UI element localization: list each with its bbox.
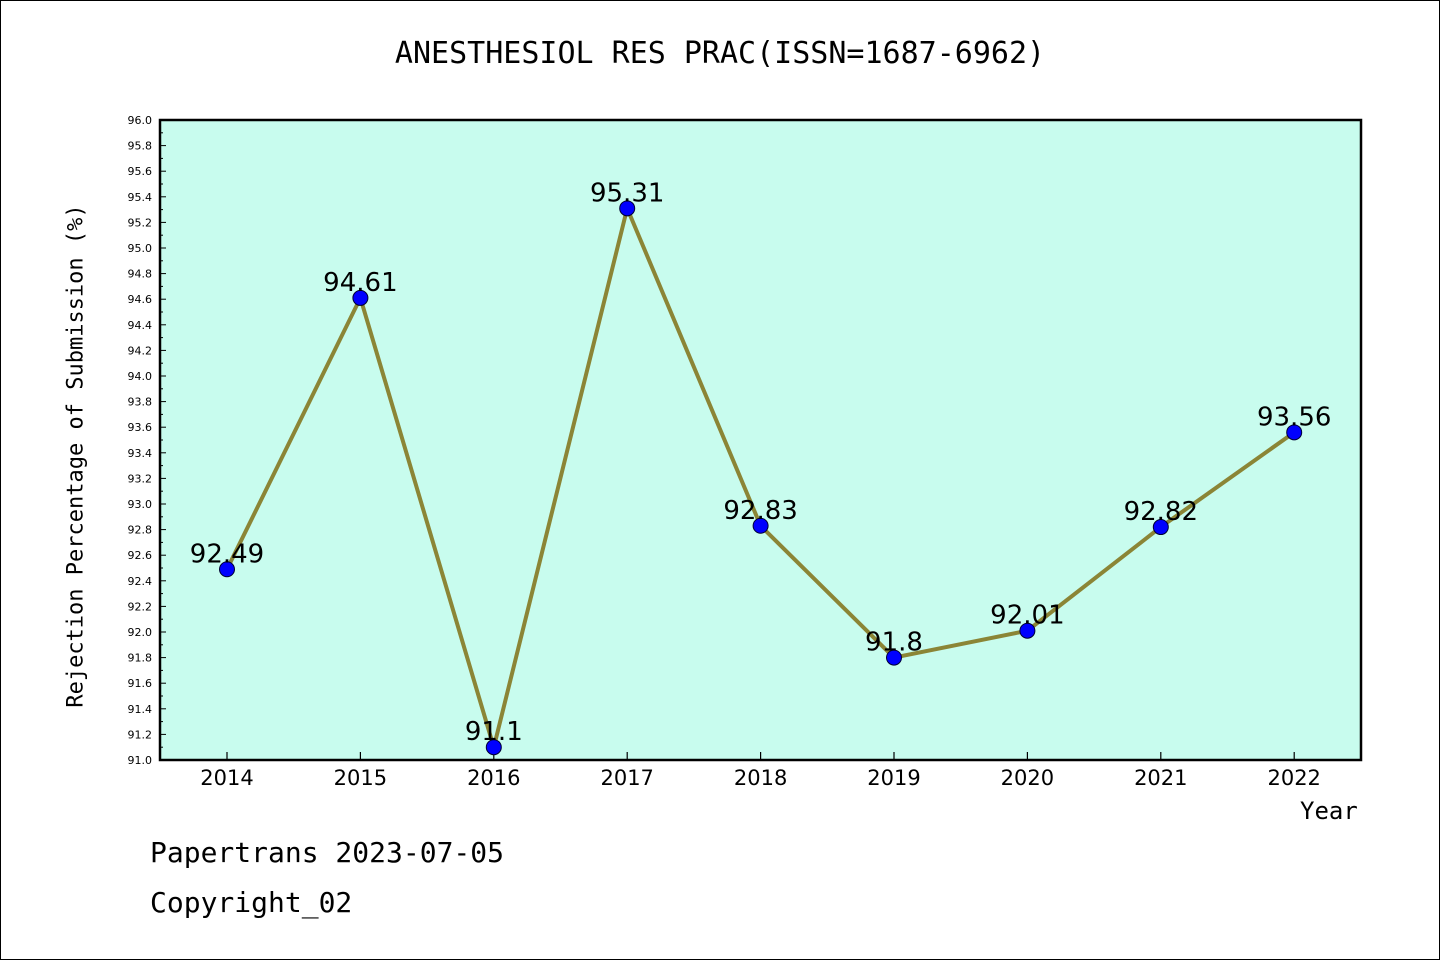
y-tick-label: 93.8 bbox=[128, 396, 153, 409]
data-label: 92.01 bbox=[990, 601, 1064, 631]
data-point bbox=[1286, 424, 1303, 441]
data-point bbox=[1152, 519, 1169, 536]
x-tick-label: 2020 bbox=[1001, 766, 1054, 790]
y-tick-label: 94.8 bbox=[128, 268, 153, 281]
y-tick-label: 91.8 bbox=[128, 652, 153, 665]
plot-border bbox=[158, 118, 1363, 762]
x-tick-label: 2019 bbox=[867, 766, 920, 790]
data-label: 93.56 bbox=[1257, 402, 1331, 432]
y-tick-label: 94.6 bbox=[128, 293, 153, 306]
x-tick-label: 2015 bbox=[334, 766, 387, 790]
data-point bbox=[219, 561, 235, 578]
data-label: 91.1 bbox=[465, 717, 523, 747]
x-tick-label: 2016 bbox=[467, 766, 520, 790]
y-tick-label: 94.4 bbox=[128, 319, 153, 332]
data-point bbox=[752, 517, 769, 534]
x-tick-label: 2017 bbox=[600, 766, 653, 790]
x-tick-label: 2018 bbox=[734, 766, 787, 790]
chart-title: ANESTHESIOL RES PRAC(ISSN=1687-6962) bbox=[394, 36, 1046, 71]
data-point bbox=[619, 200, 636, 217]
y-tick-label: 95.4 bbox=[128, 191, 153, 204]
footer-copyright: Copyright_02 bbox=[150, 886, 353, 919]
x-tick-label: 2014 bbox=[200, 766, 253, 790]
y-tick-label: 91.6 bbox=[128, 677, 153, 690]
y-tick-label: 91.0 bbox=[128, 754, 153, 767]
x-tick-label: 2021 bbox=[1134, 766, 1187, 790]
y-tick-label: 95.2 bbox=[128, 216, 153, 229]
data-point bbox=[1019, 622, 1036, 639]
y-tick-label: 91.2 bbox=[128, 728, 153, 741]
data-point bbox=[352, 289, 369, 306]
footer-date: Papertrans 2023-07-05 bbox=[150, 836, 505, 869]
data-point bbox=[886, 649, 902, 666]
data-label: 92.49 bbox=[190, 539, 264, 569]
y-tick-label: 91.4 bbox=[128, 703, 153, 716]
y-tick-label: 94.2 bbox=[128, 344, 153, 357]
y-tick-label: 92.0 bbox=[128, 626, 153, 639]
y-tick-label: 95.6 bbox=[128, 165, 153, 178]
y-tick-label: 93.4 bbox=[128, 447, 153, 460]
data-label: 91.8 bbox=[865, 628, 923, 658]
y-tick-label: 94.0 bbox=[128, 370, 153, 383]
y-tick-label: 93.0 bbox=[128, 498, 153, 511]
y-tick-label: 92.6 bbox=[128, 549, 153, 562]
y-tick-label: 92.8 bbox=[128, 524, 153, 537]
y-tick-label: 95.0 bbox=[128, 242, 153, 255]
data-label: 95.31 bbox=[590, 178, 664, 208]
x-axis-label: Year bbox=[1300, 797, 1358, 825]
y-tick-label: 96.0 bbox=[128, 114, 153, 127]
y-tick-label: 93.6 bbox=[128, 421, 153, 434]
data-point bbox=[485, 739, 502, 756]
y-tick-label: 93.2 bbox=[128, 472, 153, 485]
y-tick-label: 95.8 bbox=[128, 140, 153, 153]
x-tick-label: 2022 bbox=[1267, 766, 1320, 790]
plot-area bbox=[160, 120, 1361, 760]
data-label: 92.82 bbox=[1124, 497, 1198, 527]
y-tick-label: 92.4 bbox=[128, 575, 153, 588]
data-label: 92.83 bbox=[723, 496, 797, 526]
data-label: 94.61 bbox=[323, 268, 397, 298]
y-tick-label: 92.2 bbox=[128, 600, 153, 613]
